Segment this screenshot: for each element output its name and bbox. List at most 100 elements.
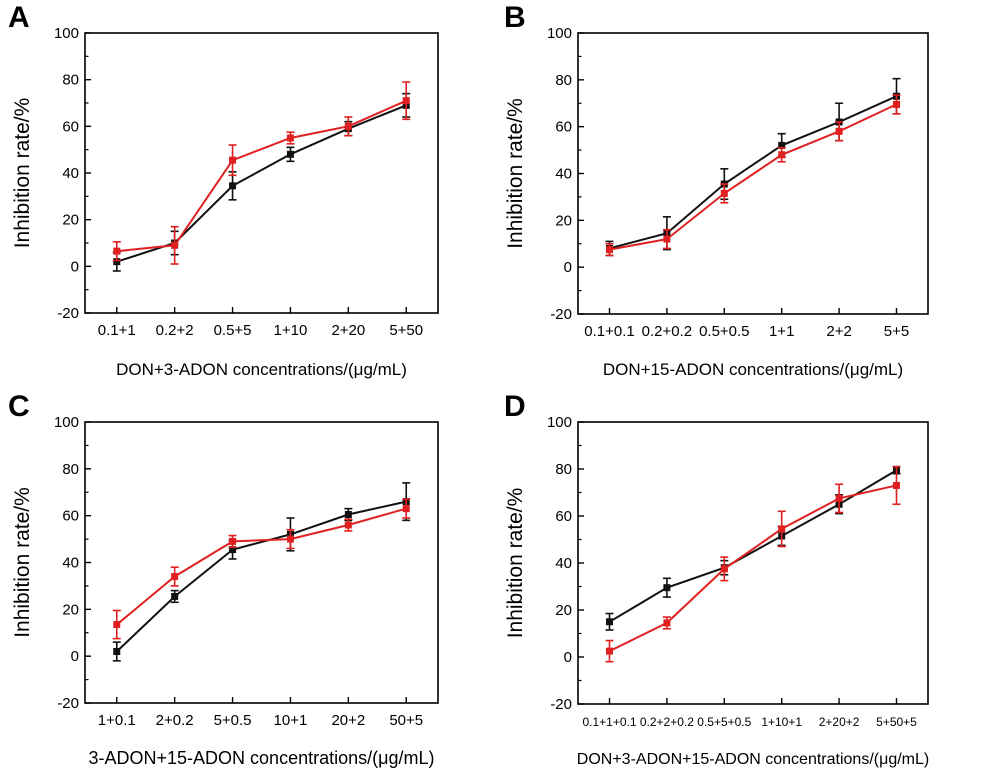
x-tick-label: 0.5+5 — [214, 322, 252, 339]
x-tick-label: 1+10+1 — [761, 715, 802, 729]
y-tick-label: 100 — [547, 414, 572, 431]
series-line — [116, 507, 407, 626]
y-tick-label: 0 — [71, 258, 79, 275]
data-point — [778, 141, 786, 149]
x-axis-label: DON+15-ADON concentrations/(μg/mL) — [603, 360, 903, 379]
x-axis-label: DON+3-ADON concentrations/(μg/mL) — [116, 360, 407, 379]
data-point — [171, 592, 179, 600]
x-tick-label: 0.5+5+0.5 — [697, 715, 751, 729]
y-tick-label: 60 — [555, 508, 572, 525]
plot-frame — [84, 32, 439, 314]
y-tick-label: 40 — [62, 555, 79, 572]
y-tick-label: 40 — [62, 165, 79, 182]
series-line — [609, 95, 897, 250]
x-axis-label: 3-ADON+15-ADON concentrations/(μg/mL) — [89, 748, 435, 768]
data-point — [893, 481, 900, 489]
data-point — [171, 573, 179, 581]
data-point — [720, 565, 728, 573]
x-tick-label: 2+20 — [331, 322, 365, 339]
data-point — [606, 647, 613, 655]
y-tick-label: 0 — [564, 259, 572, 276]
data-point — [606, 618, 613, 626]
data-point — [344, 521, 352, 529]
y-tick-label: 0 — [71, 648, 79, 665]
y-tick-label: 100 — [547, 25, 572, 42]
x-tick-label: 2+2 — [826, 323, 851, 340]
y-tick-label: -20 — [550, 306, 572, 323]
y-tick-label: 100 — [54, 25, 79, 42]
y-tick-label: 40 — [555, 166, 572, 183]
series-red — [605, 465, 901, 663]
y-tick-label: 20 — [62, 601, 79, 618]
y-tick-label: 40 — [555, 555, 572, 572]
y-tick-label: 60 — [555, 119, 572, 136]
y-tick-label: 80 — [62, 72, 79, 89]
data-point — [171, 241, 179, 249]
data-point — [113, 621, 121, 629]
x-axis-label: DON+3-ADON+15-ADON concentrations/(μg/mL… — [577, 751, 929, 768]
data-point — [663, 584, 671, 592]
x-tick-label: 0.1+1+0.1 — [582, 715, 636, 729]
data-point — [402, 505, 410, 513]
x-tick-label: 1+10 — [274, 322, 308, 339]
data-point — [720, 189, 728, 197]
y-tick-label: 80 — [555, 461, 572, 478]
x-tick-label: 0.2+2+0.2 — [640, 715, 694, 729]
data-point — [229, 537, 237, 545]
data-point — [778, 151, 786, 159]
x-tick-label: 5+0.5 — [214, 712, 252, 729]
x-tick-label: 5+50+5 — [876, 715, 917, 729]
panel-label: C — [8, 390, 30, 423]
series-red — [112, 498, 411, 640]
x-tick-label: 5+5 — [884, 323, 909, 340]
data-point — [835, 127, 843, 135]
data-point — [229, 156, 237, 164]
panel-label: A — [8, 1, 30, 34]
panel-label: B — [504, 1, 526, 34]
data-point — [893, 100, 900, 108]
data-point — [344, 510, 352, 518]
x-tick-label: 0.5+0.5 — [699, 323, 749, 340]
series-black — [112, 92, 411, 272]
data-point — [402, 97, 410, 105]
x-tick-label: 20+2 — [331, 712, 365, 729]
data-point — [229, 546, 237, 554]
x-tick-label: 1+0.1 — [98, 712, 136, 729]
y-tick-label: -20 — [550, 696, 572, 713]
x-tick-label: 0.2+0.2 — [642, 323, 692, 340]
series-red — [112, 81, 411, 265]
plot-frame — [84, 421, 439, 704]
data-point — [663, 619, 671, 627]
series-line — [116, 104, 407, 263]
plot-frame — [577, 421, 929, 705]
y-axis-label: Inhibition rate/% — [11, 98, 34, 249]
x-tick-label: 50+5 — [389, 712, 423, 729]
y-tick-label: 0 — [564, 649, 572, 666]
y-axis-label: Inhibition rate/% — [504, 98, 527, 249]
y-tick-label: 60 — [62, 508, 79, 525]
x-tick-label: 0.1+0.1 — [584, 323, 634, 340]
data-point — [344, 122, 352, 130]
panel-d: D -20 0 20 40 60 80 100 0.1+1+0.1 0.2+2+0.2 0.5+5+… — [504, 390, 929, 768]
data-point — [113, 647, 121, 655]
y-tick-label: -20 — [57, 695, 79, 712]
data-point — [113, 247, 121, 255]
data-point — [229, 182, 237, 190]
series-line — [609, 103, 897, 251]
y-tick-label: 80 — [555, 72, 572, 89]
panel-c: C -20 0 20 40 60 80 100 1+0.1 2+0.2 5+0.5 10+1 20+2 5… — [8, 390, 439, 768]
series-line — [116, 99, 407, 253]
data-point — [835, 494, 843, 502]
series-line — [609, 484, 897, 652]
y-axis-label: Inhibition rate/% — [504, 488, 527, 639]
y-tick-label: -20 — [57, 305, 79, 322]
data-point — [778, 525, 786, 533]
y-tick-label: 80 — [62, 461, 79, 478]
series-black — [605, 77, 901, 257]
data-point — [286, 134, 294, 142]
y-tick-label: 60 — [62, 118, 79, 135]
series-line — [608, 469, 898, 623]
data-point — [286, 535, 294, 543]
y-tick-label: 20 — [62, 212, 79, 229]
